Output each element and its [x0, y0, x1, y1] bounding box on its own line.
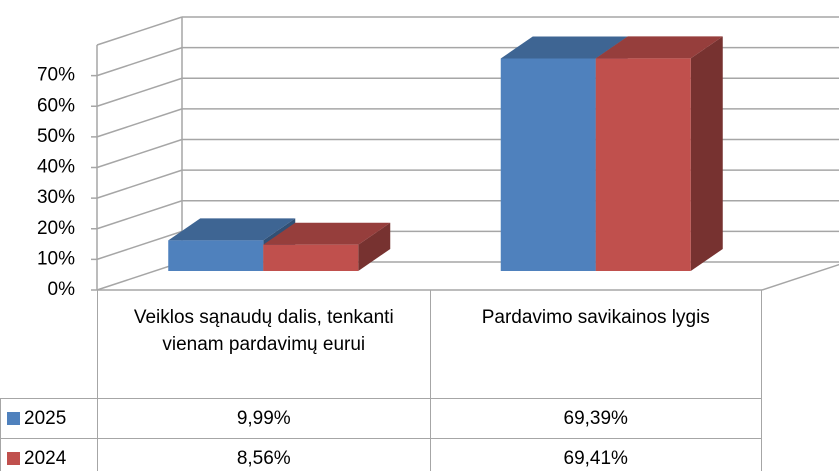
value-cell: 9,99%	[97, 398, 430, 438]
y-tick-label: 20%	[37, 218, 75, 239]
category-cell: Pardavimo savikainos lygis	[429, 290, 762, 398]
grid-line	[96, 230, 183, 261]
legend-label: 2025	[24, 408, 67, 429]
grid-line	[96, 169, 183, 199]
grid-line	[96, 138, 183, 169]
wall-edge	[96, 16, 183, 46]
y-tick-label: 60%	[37, 95, 75, 116]
y-tick-label: 10%	[37, 248, 75, 269]
bar-front	[263, 244, 359, 271]
legend-swatch	[7, 412, 20, 425]
bar-top	[595, 36, 723, 59]
bar-front	[595, 58, 691, 272]
grid-line	[96, 46, 183, 77]
bar-front	[168, 240, 264, 271]
grid-line	[96, 200, 183, 230]
legend-cell: 2025	[0, 398, 97, 438]
bar	[168, 218, 296, 271]
value-cell: 8,56%	[97, 438, 430, 471]
bar	[263, 222, 391, 271]
y-tick-label: 50%	[37, 126, 75, 147]
bar-top	[263, 222, 391, 245]
legend-swatch	[7, 452, 20, 465]
grid-line	[96, 77, 183, 107]
bar-side	[690, 36, 723, 272]
y-tick-label: 70%	[37, 65, 75, 86]
bar	[595, 36, 723, 272]
value-cell: 69,41%	[429, 438, 762, 471]
grid-line	[96, 261, 183, 291]
legend-label: 2024	[24, 448, 67, 469]
legend-cell: 2024	[0, 438, 97, 471]
value-cell: 69,39%	[429, 398, 762, 438]
bar-front	[500, 58, 596, 271]
bar-side	[358, 222, 391, 271]
grid-line	[96, 108, 183, 138]
y-tick-label: 40%	[37, 157, 75, 178]
category-cell: Veiklos sąnaudų dalis, tenkanti vienam p…	[97, 290, 430, 398]
bar-top	[500, 36, 628, 59]
floor-edge	[761, 263, 839, 291]
bar-top	[168, 218, 296, 241]
y-tick-label: 0%	[48, 279, 76, 300]
y-tick-label: 30%	[37, 187, 75, 208]
